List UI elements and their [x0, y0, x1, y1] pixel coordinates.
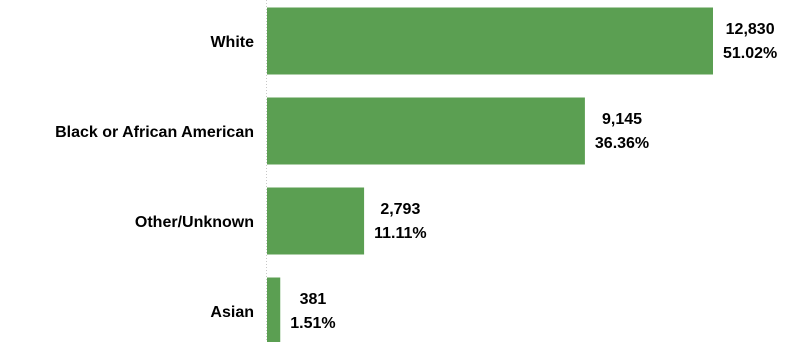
bars-layer	[267, 7, 713, 342]
bar-asian	[267, 277, 281, 342]
value-label-white: 12,830	[726, 21, 775, 38]
percent-label-white: 51.02%	[723, 45, 777, 62]
labels-layer: White 12,830 51.02% Black or African Americ…	[55, 21, 777, 332]
category-label-black-or-african-american: Black or African American	[55, 124, 254, 141]
bar-black-or-african-american	[267, 97, 585, 165]
category-label-asian: Asian	[210, 304, 254, 321]
category-label-white: White	[210, 34, 254, 51]
value-label-asian: 381	[300, 291, 327, 308]
percent-label-asian: 1.51%	[290, 315, 335, 332]
value-label-other-unknown: 2,793	[380, 201, 420, 218]
percent-label-other-unknown: 11.11%	[374, 225, 427, 242]
bar-white	[267, 7, 713, 75]
value-label-black-or-african-american: 9,145	[602, 111, 642, 128]
percent-label-black-or-african-american: 36.36%	[595, 135, 649, 152]
category-label-other-unknown: Other/Unknown	[135, 214, 254, 231]
bar-other-unknown	[267, 187, 365, 255]
